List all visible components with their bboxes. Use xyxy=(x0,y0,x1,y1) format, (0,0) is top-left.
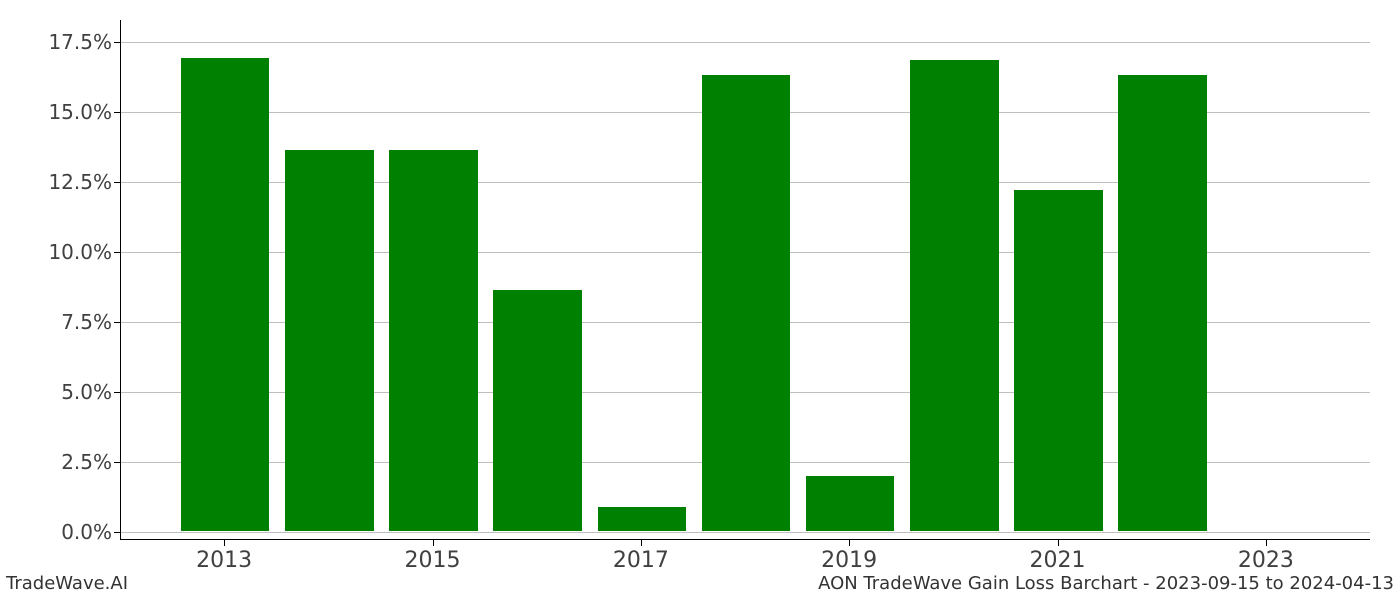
bar xyxy=(1118,75,1207,531)
x-tick-mark xyxy=(1058,540,1059,546)
bar xyxy=(702,75,791,531)
y-tick-label: 12.5% xyxy=(32,170,112,194)
y-tick-mark xyxy=(114,252,120,253)
x-tick-label: 2021 xyxy=(1030,548,1086,573)
y-tick-label: 10.0% xyxy=(32,240,112,264)
x-tick-label: 2019 xyxy=(821,548,877,573)
bar xyxy=(493,290,582,530)
bar xyxy=(598,507,687,531)
y-tick-label: 17.5% xyxy=(32,30,112,54)
bar xyxy=(910,60,999,531)
x-tick-mark xyxy=(433,540,434,546)
x-tick-mark xyxy=(1266,540,1267,546)
x-tick-label: 2013 xyxy=(196,548,252,573)
grid-line xyxy=(121,42,1370,43)
x-tick-mark xyxy=(849,540,850,546)
y-tick-mark xyxy=(114,322,120,323)
x-tick-mark xyxy=(224,540,225,546)
y-tick-mark xyxy=(114,532,120,533)
x-tick-label: 2017 xyxy=(613,548,669,573)
bar xyxy=(181,58,270,530)
bar xyxy=(285,150,374,530)
x-tick-label: 2023 xyxy=(1238,548,1294,573)
y-tick-mark xyxy=(114,392,120,393)
y-tick-label: 7.5% xyxy=(32,310,112,334)
y-tick-label: 15.0% xyxy=(32,100,112,124)
y-tick-label: 5.0% xyxy=(32,380,112,404)
footer-caption: AON TradeWave Gain Loss Barchart - 2023-… xyxy=(818,573,1394,594)
y-tick-label: 2.5% xyxy=(32,450,112,474)
y-tick-mark xyxy=(114,112,120,113)
y-tick-label: 0.0% xyxy=(32,520,112,544)
bar xyxy=(1014,190,1103,531)
bar xyxy=(389,150,478,530)
chart-plot-area xyxy=(120,20,1370,540)
y-tick-mark xyxy=(114,462,120,463)
grid-line xyxy=(121,532,1370,533)
y-tick-mark xyxy=(114,42,120,43)
x-tick-label: 2015 xyxy=(405,548,461,573)
x-tick-mark xyxy=(641,540,642,546)
bar xyxy=(806,476,895,531)
y-tick-mark xyxy=(114,182,120,183)
footer-brand: TradeWave.AI xyxy=(6,573,128,594)
